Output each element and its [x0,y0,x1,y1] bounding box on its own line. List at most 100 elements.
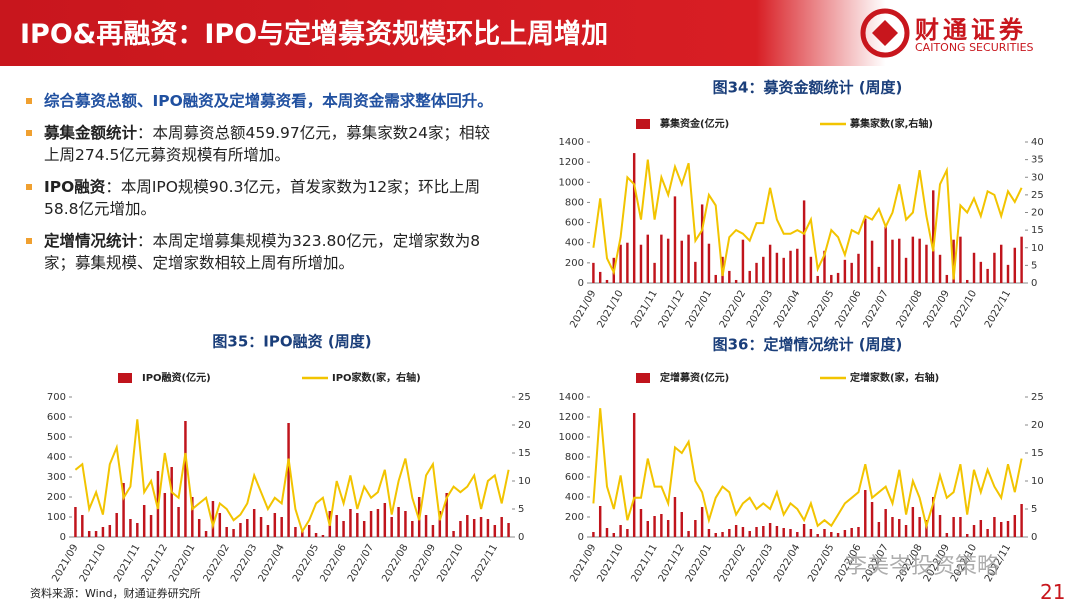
bar [301,531,304,537]
bar [342,521,345,537]
y-tick-label: 1200 [559,157,584,168]
y2-tick-label: 35 [1031,155,1044,166]
bar [741,239,745,283]
y2-tick-label: 40 [1031,137,1044,148]
y-tick-label: 1000 [559,432,584,443]
x-tick-label: 2021/12 [140,543,170,584]
bar [986,529,989,537]
bar [802,524,806,537]
bar [592,532,595,537]
y-tick-label: 800 [565,452,584,463]
logo-name: 财通证券 [915,16,1027,44]
bullet-heading: 综合募资总额、IPO融资及定增募资看，本周资金需求整体回升。 [44,92,493,110]
bar [335,515,338,537]
x-tick-label: 2021/11 [629,543,659,584]
x-tick-label: 2022/11 [470,543,500,584]
bar [891,239,894,283]
bar [966,534,969,537]
bar [836,533,840,537]
bar [972,525,976,537]
x-tick-label: 2022/04 [772,289,802,330]
bar [945,533,949,537]
bar [259,517,263,537]
bar [850,262,853,283]
bar [383,503,387,537]
legend-label: 募集资金(亿元) [659,117,729,130]
bar [993,252,996,283]
bar [796,248,799,283]
bar [356,513,359,537]
bar [843,530,847,537]
y2-tick-label: 5 [1031,504,1037,515]
y2-tick-label: 10 [1031,476,1044,487]
bar [864,218,867,283]
bar [734,279,738,283]
bar [728,529,731,537]
logo-icon [860,8,910,58]
y-tick-label: 0 [60,532,66,543]
bar [1006,264,1010,283]
y-tick-label: 400 [47,452,66,463]
bar [932,497,935,537]
y2-tick-label: 25 [1031,190,1044,201]
bar [898,238,901,283]
bullet-text: ：本周募资总额459.97亿元，募集家数24家；相较上周274.5亿元募资规模有… [44,124,490,164]
bar [626,529,629,537]
bar [431,525,435,537]
line [74,419,510,534]
bar [972,252,976,283]
bullet-list: 综合募资总额、IPO融资及定增募资看，本周资金需求整体回升。募集金额统计：本周募… [22,90,502,284]
bullet-text: ：本周定增募集规模为323.80亿元，定增家数为8家；募集规模、定增家数相较上周… [44,232,481,272]
bar [639,244,643,283]
bar [932,190,935,283]
bar [404,511,407,537]
x-tick-label: 2021/09 [568,289,598,330]
x-tick-label: 2022/03 [229,543,259,584]
bar [307,525,311,537]
header-bar [0,0,1080,66]
bar [687,531,690,537]
bar [707,243,711,283]
bar [707,529,711,537]
bar [762,256,765,283]
y2-tick-label: 10 [1031,243,1044,254]
y2-tick-label: 30 [1031,172,1044,183]
legend-swatch [118,373,132,383]
bar [1020,504,1023,537]
bar [809,256,813,283]
source: 资料来源：Wind，财通证券研究所 [30,587,201,600]
chart-title: 图36：定增情况统计 (周度) [713,336,903,354]
bullet: 综合募资总额、IPO融资及定增募资看，本周资金需求整体回升。 [22,90,502,112]
bar [700,507,704,537]
bar [714,274,717,283]
y2-tick-label: 20 [1031,420,1044,431]
bar [101,527,105,537]
bar [184,421,187,537]
bar [830,532,833,537]
bar [605,528,609,537]
x-tick-label: 2022/06 [318,543,348,584]
bar [129,519,132,537]
bar [211,501,215,537]
bullet: 募集金额统计：本周募资总额459.97亿元，募集家数24家；相较上周274.5亿… [22,122,502,166]
y-tick-label: 1200 [559,412,584,423]
bar [680,512,683,537]
bar [789,250,792,283]
bar [843,259,847,283]
x-tick-label: 2022/08 [895,289,925,330]
bar [823,529,826,537]
bar [170,467,173,537]
bar [592,262,595,283]
bar [666,238,670,283]
bar [809,529,813,537]
y-tick-label: 1400 [559,137,584,148]
slide-title: IPO&再融资：IPO与定增募资规模环比上周增加 [20,19,609,50]
bar [225,527,228,537]
x-tick-label: 2022/03 [745,543,775,584]
legend-label: 募集家数(家,右轴) [849,117,933,130]
bar [823,250,826,283]
x-tick-label: 2022/07 [861,289,891,330]
x-tick-label: 2022/07 [346,543,376,584]
x-tick-label: 2021/09 [50,543,80,584]
